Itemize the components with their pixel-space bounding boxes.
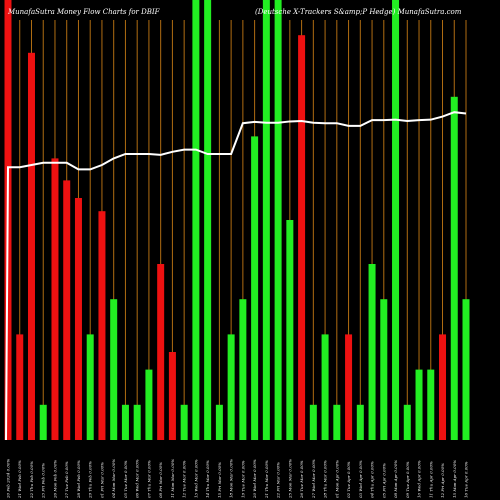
bar-down (27, 52, 35, 441)
x-tick-label: 01 Fri Mar 0.00% (99, 462, 104, 498)
bar-up (415, 369, 423, 440)
bar-up (450, 96, 458, 441)
x-tick-label: 15 Mon Apr 0.00% (452, 460, 457, 498)
x-tick-label: 12 Tue Mar 0.00% (182, 460, 187, 498)
x-tick-label: 20 Wed Mar 0.00% (252, 459, 257, 499)
x-tick-label: 08 Fri Mar 0.00% (158, 462, 163, 498)
x-tick-label: 07 Thu Mar 0.00% (146, 460, 151, 498)
x-tick-label: 29 Thu Feb 0.00% (88, 461, 93, 499)
x-tick-label: 15 Fri Mar 0.00% (217, 462, 222, 498)
bar-up (110, 299, 118, 440)
x-tick-labels: 20 Feb 2024 0.00% 21 Wed Feb 0.00% 22 Thu … (6, 459, 469, 499)
x-tick-label: 28 Thu Mar 0.00% (323, 460, 328, 499)
x-tick-label: 23 Fri Feb 0.00% (41, 463, 46, 499)
x-tick-label: 19 Tue Mar 0.00% (240, 460, 245, 498)
bar-up (204, 0, 212, 440)
x-tick-label: 21 Thu Mar 0.00% (264, 460, 269, 499)
x-tick-label: 13 Wed Mar 0.00% (193, 459, 198, 498)
money-flow-line (5, 111, 467, 441)
bar-down (98, 211, 106, 440)
bars (4, 0, 470, 441)
bar-up (227, 334, 235, 440)
bar-up (403, 404, 411, 440)
bar-down (51, 158, 59, 440)
bar-up (121, 404, 129, 440)
x-tick-label: 25 Mon Mar 0.00% (287, 459, 292, 499)
bar-up (321, 334, 329, 440)
bar-down (298, 35, 306, 440)
bar-down (168, 352, 176, 440)
x-tick-label: 02 Tue Apr 0.00% (346, 461, 351, 498)
x-tick-label: 09 Tue Apr 0.00% (405, 461, 410, 498)
bar-up (286, 220, 294, 440)
x-tick-label: 01 Mon Apr 0.00% (334, 460, 339, 498)
bar-up (133, 404, 141, 440)
bar-up (427, 369, 435, 440)
bar-up (462, 299, 470, 440)
bar-up (251, 136, 259, 440)
x-tick-label: 16 Tue Apr 0.00% (464, 461, 469, 498)
x-tick-label: 28 Wed Feb 0.00% (76, 460, 81, 499)
bar-up (333, 404, 341, 440)
x-tick-label: 04 Thu Apr 0.00% (370, 461, 375, 498)
x-tick-label: 06 Wed Mar 0.00% (135, 459, 140, 498)
x-tick-label: 12 Fri Apr 0.00% (440, 463, 445, 498)
bar-up (180, 404, 188, 440)
x-tick-label: 21 Wed Feb 0.00% (17, 460, 22, 499)
bar-down (157, 264, 165, 440)
bar-up (356, 404, 364, 440)
x-tick-label: 11 Thu Apr 0.00% (428, 461, 433, 498)
bar-up (368, 264, 376, 440)
bar-up (262, 0, 270, 440)
x-tick-label: 14 Thu Mar 0.00% (205, 460, 210, 498)
x-tick-label: 08 Mon Apr 0.00% (393, 460, 398, 498)
x-tick-label: 27 Tue Feb 0.00% (64, 461, 69, 499)
bar-up (274, 0, 282, 440)
bar-down (74, 198, 82, 440)
bar-up (215, 404, 223, 440)
x-tick-label: 11 Mon Mar 0.00% (170, 459, 175, 498)
x-tick-label: 22 Thu Feb 0.00% (29, 461, 34, 499)
bar-up (86, 334, 94, 440)
bar-down (439, 334, 447, 440)
bar-down (16, 334, 24, 440)
x-tick-label: 05 Tue Mar 0.00% (123, 460, 128, 498)
x-tick-label: 18 Mon Mar 0.00% (229, 459, 234, 498)
bar-up (380, 299, 388, 440)
x-tick-label: 26 Mon Feb 0.00% (52, 460, 57, 499)
bar-up (392, 0, 400, 440)
bar-down (63, 180, 71, 440)
x-tick-label: 26 Tue Mar 0.00% (299, 460, 304, 499)
bar-up (239, 299, 247, 440)
x-tick-label: 22 Fri Mar 0.00% (276, 462, 281, 499)
bar-up (145, 369, 153, 440)
bar-up (309, 404, 317, 440)
x-tick-label: 27 Wed Mar 0.00% (311, 459, 316, 499)
chart-subtitle: (Deutsche X-Trackers S&amp;P Hedge) Muna… (255, 8, 462, 16)
x-tick-label: 10 Wed Apr 0.00% (417, 460, 422, 498)
x-tick-label: 03 Wed Apr 0.00% (358, 460, 363, 498)
chart-title: MunafaSutra Money Flow Charts for DBIF (7, 8, 161, 16)
bar-up (192, 0, 200, 440)
x-tick-label: 05 Fri Apr 0.00% (381, 463, 386, 498)
x-tick-label: 20 Feb 2024 0.00% (6, 459, 11, 499)
bar-down (345, 334, 353, 440)
bar-up (39, 404, 47, 440)
x-tick-label: 04 Mon Mar 0.00% (111, 459, 116, 498)
